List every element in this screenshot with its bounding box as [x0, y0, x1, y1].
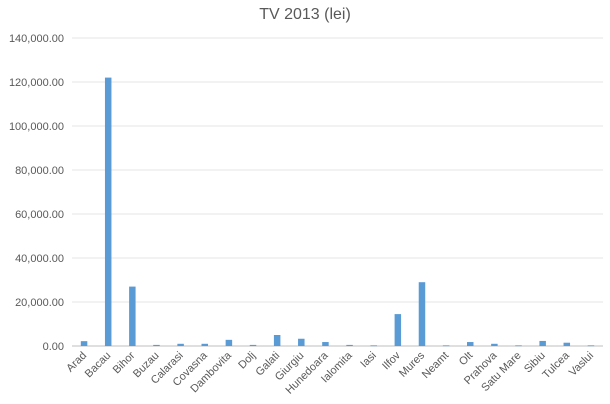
- bar-dolj: [249, 344, 257, 346]
- y-tick-label: 80,000.00: [15, 165, 64, 177]
- y-tick-label: 60,000.00: [15, 209, 64, 221]
- y-tick-label: 20,000.00: [15, 297, 64, 309]
- bar-bihor: [129, 286, 136, 346]
- bar-covasna: [201, 343, 208, 346]
- chart-title: TV 2013 (lei): [259, 6, 351, 23]
- bar-buzau: [153, 344, 160, 346]
- bar-dambovita: [225, 339, 233, 346]
- y-tick-label: 140,000.00: [9, 33, 64, 45]
- bar-ilfov: [394, 314, 402, 346]
- bar-ialomita: [346, 344, 353, 346]
- x-tick-label: Tulcea: [540, 349, 572, 381]
- bar-neamt: [442, 345, 450, 347]
- bar-sibiu: [539, 340, 546, 346]
- x-tick-label: Neamt: [420, 350, 451, 381]
- bar-iasi: [370, 345, 377, 347]
- bar-tulcea: [563, 342, 571, 346]
- bar-satu-mare: [515, 345, 522, 347]
- bar-vaslui: [587, 345, 595, 347]
- x-tick-label: Olt: [457, 350, 475, 368]
- x-tick-label: Bacau: [83, 350, 114, 381]
- bar-giurgiu: [298, 338, 305, 346]
- y-tick-label: 120,000.00: [9, 77, 64, 89]
- bar-mures: [418, 282, 426, 346]
- bar-prahova: [491, 343, 498, 346]
- x-tick-label: Iasi: [358, 350, 379, 371]
- bar-bacau: [104, 77, 112, 346]
- bar-hunedoara: [322, 342, 329, 346]
- bar-arad: [80, 341, 88, 346]
- bar-calarasi: [177, 343, 184, 346]
- bar-galati: [273, 335, 281, 346]
- y-tick-label: 0.00: [43, 341, 64, 353]
- y-tick-label: 40,000.00: [15, 253, 64, 265]
- y-tick-label: 100,000.00: [9, 121, 64, 133]
- x-tick-label: Vaslui: [567, 350, 596, 379]
- bar-olt: [467, 342, 474, 346]
